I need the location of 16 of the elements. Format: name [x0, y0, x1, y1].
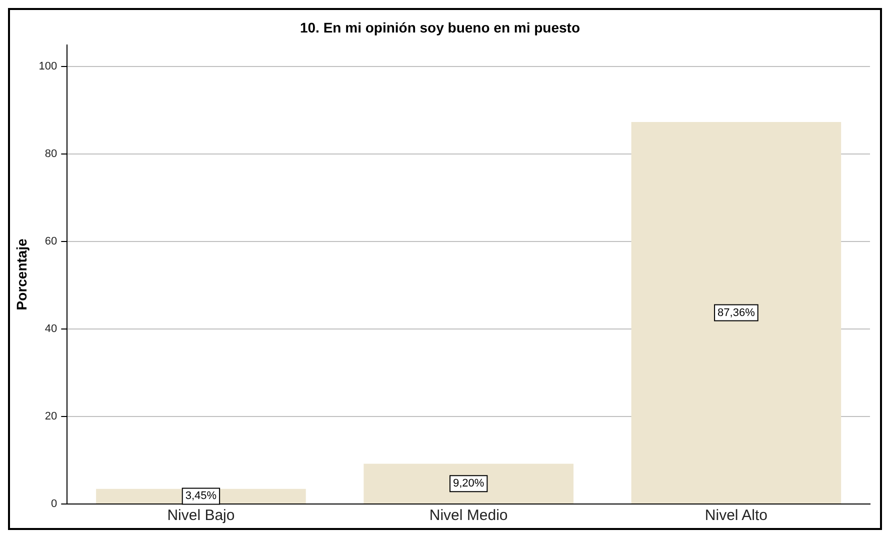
x-tick-label: Nivel Alto: [704, 507, 768, 524]
y-tick-label: 80: [44, 148, 58, 160]
y-tick-label: 100: [38, 60, 58, 73]
y-tick-label: 0: [51, 498, 58, 510]
data-label: 87,36%: [718, 306, 756, 319]
data-label: 3,45%: [185, 490, 217, 502]
chart-title: 10. En mi opinión soy bueno en mi puesto: [300, 19, 580, 36]
data-label: 9,20%: [452, 478, 484, 490]
bar: [631, 122, 842, 504]
bar: [364, 464, 574, 504]
y-axis-title: Porcentaje: [13, 238, 30, 310]
x-tick-label: Nivel Medio: [429, 507, 508, 524]
y-tick-label: 60: [44, 236, 58, 248]
y-tick-label: 20: [44, 410, 58, 423]
x-tick-label: Nivel Bajo: [167, 507, 235, 524]
y-tick-label: 40: [44, 323, 58, 336]
